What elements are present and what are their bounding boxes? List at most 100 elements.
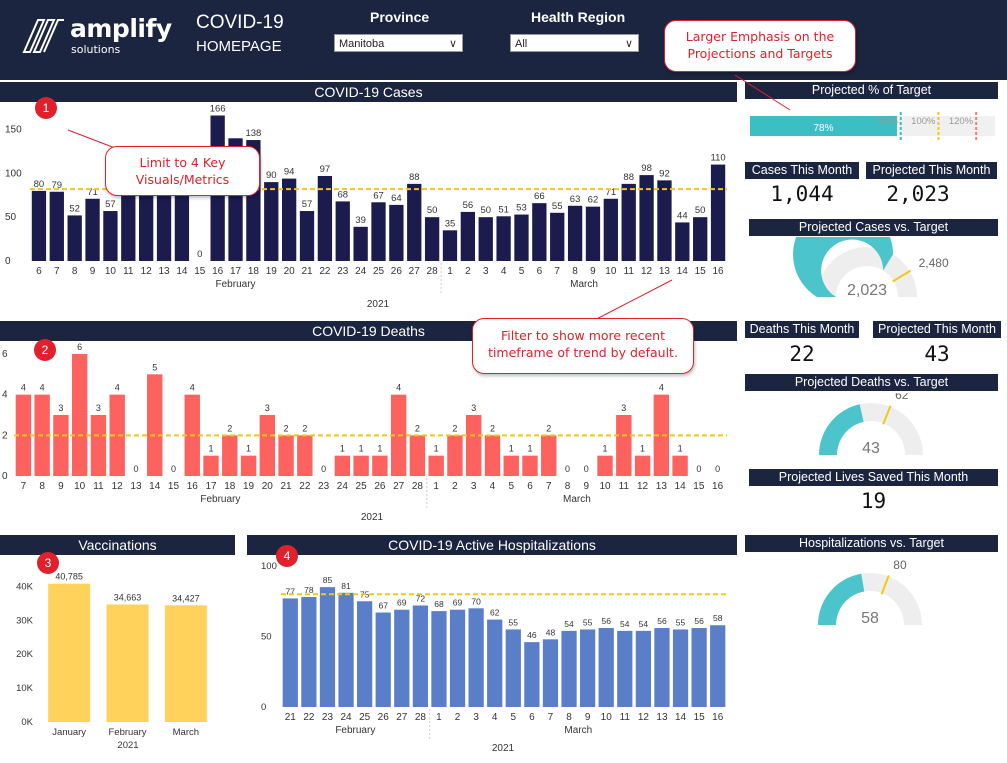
bar[interactable] [282, 598, 298, 707]
bar[interactable] [449, 609, 466, 707]
province-dropdown[interactable]: Manitoba ∨ [334, 34, 463, 52]
bar[interactable] [353, 455, 369, 476]
bar[interactable] [109, 394, 125, 476]
bar[interactable] [67, 215, 82, 261]
bar[interactable] [48, 583, 91, 722]
bar[interactable] [334, 455, 351, 476]
bar[interactable] [85, 198, 100, 261]
bar[interactable] [532, 203, 547, 261]
bar[interactable] [301, 597, 317, 707]
bar[interactable] [259, 415, 275, 476]
bar[interactable] [514, 214, 529, 261]
bar[interactable] [222, 435, 238, 476]
x-tick-label: 9 [90, 266, 96, 277]
bar[interactable] [71, 354, 88, 476]
data-label: 77 [286, 586, 296, 596]
bar[interactable] [487, 619, 503, 707]
bar[interactable] [580, 629, 596, 707]
bar[interactable] [460, 211, 476, 261]
bar[interactable] [389, 204, 404, 261]
bar[interactable] [710, 625, 726, 707]
bar[interactable] [412, 605, 428, 707]
bar[interactable] [281, 178, 297, 261]
bar[interactable] [653, 394, 670, 476]
bar[interactable] [53, 415, 69, 476]
bar[interactable] [617, 630, 633, 707]
bar[interactable] [319, 587, 336, 707]
bar[interactable] [407, 183, 422, 261]
x-tick-label: 11 [123, 266, 134, 277]
bar[interactable] [657, 180, 672, 261]
bar[interactable] [616, 415, 632, 476]
bar[interactable] [264, 182, 279, 261]
bar[interactable] [503, 455, 519, 476]
bar[interactable] [297, 435, 313, 476]
bar[interactable] [90, 415, 107, 476]
bar[interactable] [639, 175, 654, 261]
bar[interactable] [164, 605, 207, 722]
bar[interactable] [357, 601, 373, 707]
bar[interactable] [603, 198, 618, 261]
data-label: 52 [69, 203, 80, 214]
bar[interactable] [634, 455, 651, 476]
bar[interactable] [338, 592, 354, 707]
bar[interactable] [424, 217, 440, 261]
bar[interactable] [147, 374, 163, 476]
bar[interactable] [139, 186, 154, 262]
bar[interactable] [156, 186, 172, 262]
bar[interactable] [240, 455, 257, 476]
bar[interactable] [335, 201, 350, 261]
bar[interactable] [541, 435, 557, 476]
bar[interactable] [375, 612, 391, 707]
bar[interactable] [106, 604, 149, 722]
bar[interactable] [371, 202, 386, 261]
bar[interactable] [654, 628, 670, 707]
bar[interactable] [567, 205, 583, 261]
bar[interactable] [174, 186, 190, 262]
bar[interactable] [672, 455, 688, 476]
bar[interactable] [635, 630, 651, 707]
bar[interactable] [675, 222, 690, 261]
bar[interactable] [522, 455, 538, 476]
bar[interactable] [550, 212, 565, 261]
bar[interactable] [431, 611, 447, 707]
bar[interactable] [710, 164, 726, 261]
bar[interactable] [672, 629, 689, 707]
region-dropdown[interactable]: All ∨ [510, 34, 639, 52]
bar[interactable] [484, 435, 501, 476]
bar[interactable] [372, 455, 388, 476]
bar[interactable] [505, 629, 521, 707]
bar[interactable] [693, 217, 708, 261]
bar[interactable] [478, 217, 493, 261]
bar[interactable] [299, 211, 315, 261]
bar[interactable] [524, 642, 540, 707]
bar[interactable] [585, 206, 601, 261]
pct-fill[interactable] [750, 116, 897, 136]
bar[interactable] [466, 415, 482, 476]
bar[interactable] [428, 455, 444, 476]
gauge-fill[interactable] [793, 237, 894, 297]
bar[interactable] [621, 183, 636, 261]
bar[interactable] [598, 628, 614, 707]
bar[interactable] [496, 216, 511, 261]
bar[interactable] [691, 628, 707, 707]
bar[interactable] [409, 435, 426, 476]
bar[interactable] [49, 191, 64, 261]
bar[interactable] [353, 226, 368, 261]
bar[interactable] [278, 435, 294, 476]
data-label: 54 [564, 619, 574, 629]
bar[interactable] [103, 211, 118, 261]
bar[interactable] [317, 175, 333, 261]
gauge-fill[interactable] [819, 404, 864, 455]
bar[interactable] [442, 230, 458, 261]
bar[interactable] [121, 186, 136, 262]
bar[interactable] [447, 435, 463, 476]
bar[interactable] [542, 639, 559, 707]
bar[interactable] [561, 630, 577, 707]
gauge-fill[interactable] [818, 573, 865, 625]
bar[interactable] [597, 455, 613, 476]
bar[interactable] [394, 609, 410, 707]
bar[interactable] [468, 608, 484, 707]
bar[interactable] [203, 455, 219, 476]
bar[interactable] [31, 190, 47, 261]
